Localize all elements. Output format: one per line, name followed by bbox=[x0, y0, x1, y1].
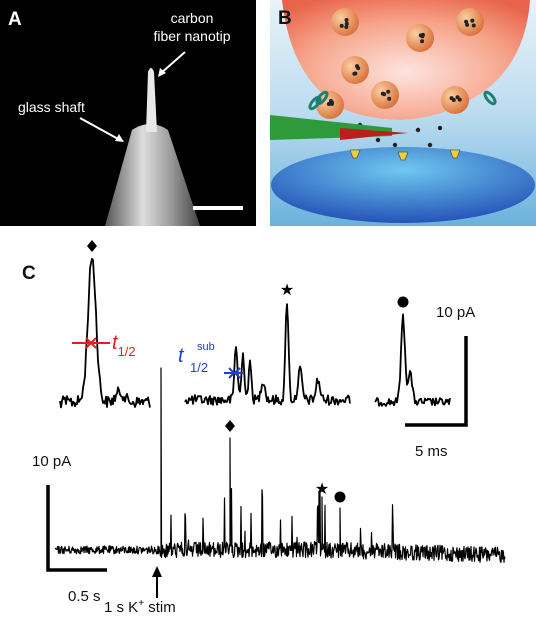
molecule bbox=[353, 71, 358, 76]
annotation: fiber nanotip bbox=[153, 28, 230, 44]
nanotip-image bbox=[146, 68, 157, 132]
receptors bbox=[349, 149, 461, 161]
t: t bbox=[112, 332, 119, 354]
molecule bbox=[455, 95, 460, 100]
superscript: sub bbox=[197, 341, 215, 353]
postsynaptic-cell bbox=[271, 147, 535, 223]
molecule bbox=[471, 23, 476, 28]
scale-label: 10 pA bbox=[436, 304, 475, 321]
molecule bbox=[465, 22, 470, 27]
current-trace bbox=[54, 367, 506, 563]
star-marker: ★ bbox=[315, 481, 329, 498]
arrow bbox=[79, 117, 121, 141]
stim-label: 1 s K+ stim bbox=[104, 598, 176, 616]
electrode-tip bbox=[340, 128, 408, 140]
circle-marker bbox=[397, 296, 409, 308]
scale-bar bbox=[46, 485, 107, 572]
annotation: glass shaft bbox=[18, 99, 85, 115]
molecule bbox=[375, 137, 381, 143]
panel-label: B bbox=[278, 8, 292, 29]
annotation: carbon bbox=[171, 10, 214, 26]
molecule bbox=[427, 142, 433, 148]
t-half-label: t1/2 bbox=[112, 332, 136, 359]
arrowhead bbox=[152, 566, 162, 577]
stim-text: stim bbox=[144, 599, 176, 616]
molecule bbox=[382, 92, 387, 97]
molecule bbox=[420, 39, 425, 44]
molecule bbox=[344, 24, 349, 29]
arrowhead bbox=[115, 134, 124, 142]
molecule bbox=[392, 142, 398, 148]
scale-label: 0.5 s bbox=[68, 588, 101, 605]
traces bbox=[54, 257, 506, 563]
arrow bbox=[159, 51, 186, 75]
molecule bbox=[470, 18, 475, 23]
panel-b: B bbox=[270, 0, 536, 226]
channels bbox=[308, 90, 497, 111]
current-trace bbox=[374, 313, 451, 407]
molecule bbox=[329, 100, 334, 105]
panel-c: C ★ ★ t1/2 t sub 1/2 10 pA 5 ms 10 pA 0.… bbox=[22, 240, 506, 616]
molecule bbox=[464, 19, 469, 24]
vesicles bbox=[316, 8, 484, 148]
molecule bbox=[437, 125, 443, 131]
stim-text: 1 s K bbox=[104, 599, 138, 616]
subscript: 1/2 bbox=[118, 344, 136, 359]
vesicle bbox=[456, 8, 484, 36]
molecule bbox=[344, 21, 349, 26]
current-trace bbox=[59, 257, 151, 409]
subscript: 1/2 bbox=[190, 360, 208, 375]
molecule bbox=[451, 98, 456, 103]
molecule bbox=[326, 102, 331, 107]
vesicle bbox=[406, 24, 434, 52]
molecule bbox=[339, 23, 344, 28]
molecule bbox=[355, 64, 360, 69]
molecule bbox=[386, 89, 391, 94]
circle-marker bbox=[334, 491, 346, 503]
vesicle bbox=[341, 56, 369, 84]
glass-shaft-image bbox=[105, 124, 200, 226]
half-width-marker bbox=[72, 337, 110, 349]
scale-label: 5 ms bbox=[415, 443, 448, 460]
molecule bbox=[387, 96, 392, 101]
molecule bbox=[418, 33, 423, 38]
diamond-marker bbox=[225, 420, 235, 432]
star-marker: ★ bbox=[280, 282, 294, 299]
t-sub-label: t bbox=[178, 345, 185, 367]
molecule bbox=[344, 18, 349, 23]
vesicle bbox=[331, 8, 359, 36]
current-trace bbox=[184, 303, 351, 406]
sub-half-width-marker bbox=[224, 367, 243, 379]
panel-label: A bbox=[8, 9, 22, 30]
panel-a: A carbon fiber nanotip glass shaft bbox=[0, 0, 256, 226]
panel-label: C bbox=[22, 263, 36, 284]
molecule bbox=[415, 127, 421, 133]
scale-bar bbox=[405, 336, 468, 427]
diamond-marker bbox=[87, 240, 97, 252]
superscript: + bbox=[138, 598, 144, 609]
arrowhead bbox=[158, 68, 166, 77]
scale-label: 10 pA bbox=[32, 453, 71, 470]
